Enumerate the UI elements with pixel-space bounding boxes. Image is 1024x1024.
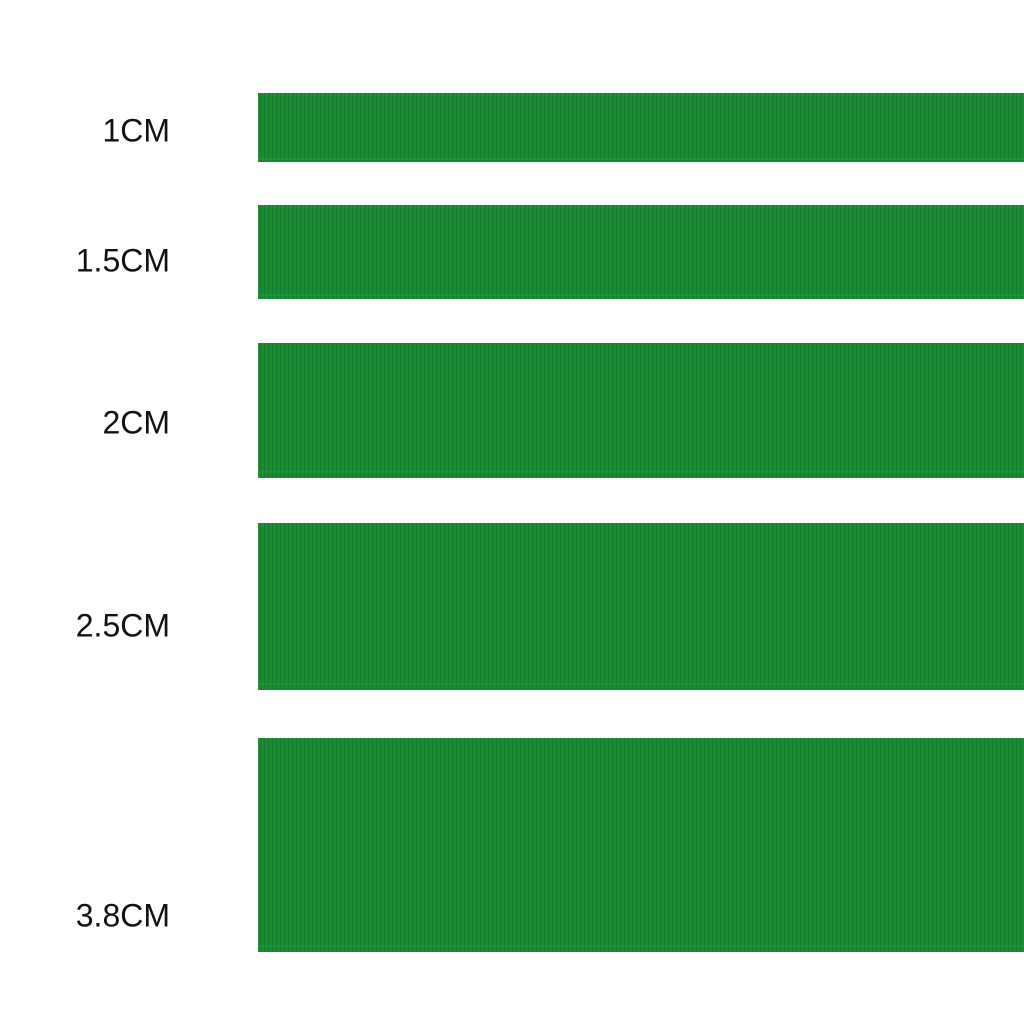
ribbon-4 bbox=[258, 523, 1024, 690]
size-label: 2.5CM bbox=[76, 607, 170, 643]
ribbon-3 bbox=[258, 343, 1024, 478]
ribbon bbox=[258, 523, 1024, 690]
ribbon bbox=[258, 93, 1024, 162]
ribbon-1 bbox=[258, 93, 1024, 162]
ribbon bbox=[258, 205, 1024, 299]
size-label: 1.5CM bbox=[76, 242, 170, 278]
size-label: 1CM bbox=[102, 112, 170, 148]
ribbon-5 bbox=[258, 738, 1024, 952]
ribbon bbox=[258, 343, 1024, 478]
size-label: 2CM bbox=[102, 404, 170, 440]
size-label: 3.8CM bbox=[76, 897, 170, 933]
ribbon bbox=[258, 738, 1024, 952]
ribbon-2 bbox=[258, 205, 1024, 299]
